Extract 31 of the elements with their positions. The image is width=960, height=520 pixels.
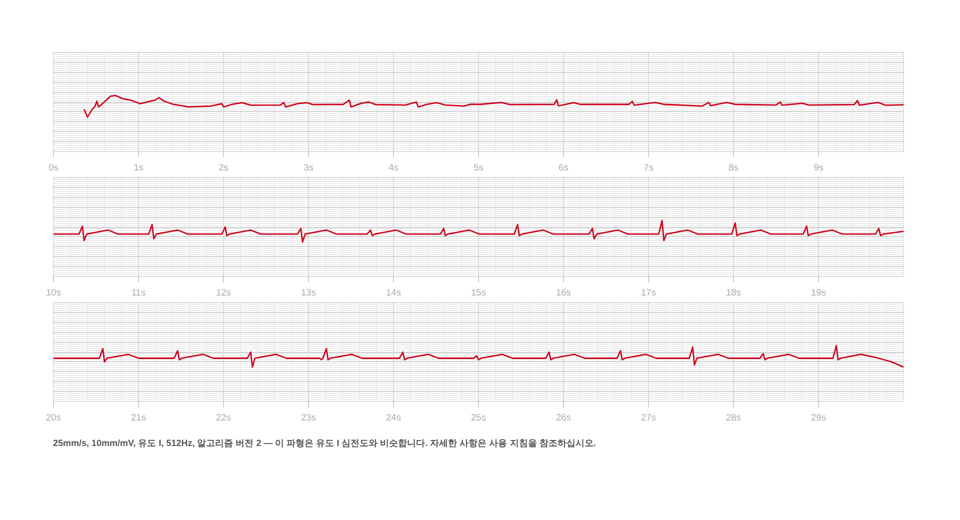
x-tick-label: 23s (300, 412, 316, 422)
x-tick-label: 13s (300, 288, 316, 298)
x-tick-label: 0s (48, 162, 59, 172)
x-tick-label: 26s (556, 412, 572, 422)
x-tick-label: 4s (388, 162, 399, 172)
x-tick-label: 12s (216, 288, 232, 298)
x-tick-label: 8s (728, 162, 739, 172)
x-tick-label: 9s (814, 162, 824, 172)
x-tick-label: 5s (474, 162, 484, 172)
x-tick-label: 22s (216, 412, 232, 422)
x-tick-label: 15s (470, 288, 486, 298)
x-tick-label: 21s (130, 412, 146, 422)
x-tick-label: 3s (304, 162, 314, 172)
x-tick-label: 6s (558, 162, 569, 172)
x-tick-label: 20s (46, 412, 62, 422)
x-tick-label: 28s (726, 412, 742, 422)
x-tick-label: 1s (134, 162, 144, 172)
x-tick-label: 29s (810, 412, 826, 422)
x-tick-label: 17s (640, 288, 656, 298)
x-tick-label: 16s (556, 288, 572, 298)
x-tick-label: 7s (644, 162, 654, 172)
x-tick-label: 18s (726, 288, 742, 298)
x-tick-label: 25s (470, 412, 486, 422)
x-tick-label: 19s (810, 288, 826, 298)
x-tick-label: 2s (218, 162, 229, 172)
x-tick-label: 11s (131, 288, 146, 298)
x-tick-label: 24s (386, 412, 402, 422)
x-tick-label: 27s (640, 412, 656, 422)
text: 25mm/s, 10mm/mV, 유도 I, 512Hz, 알고리즘 버전 2 — 이 파형은 유도 I 심전도와 비슷합니다. 자세한 사항은 사용 지침을 참조하십시오. (53, 437, 596, 450)
x-tick-label: 14s (386, 288, 402, 298)
x-tick-label: 10s (46, 288, 62, 298)
